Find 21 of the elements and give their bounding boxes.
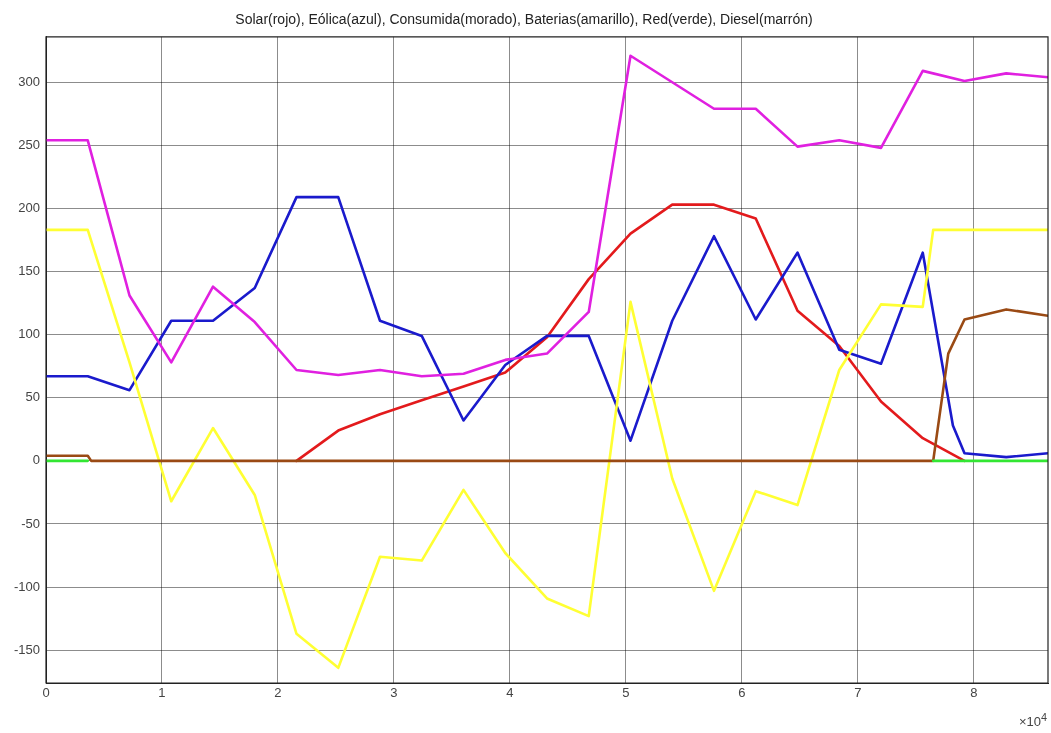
y-tick-label: 300 xyxy=(18,73,40,89)
x-tick-label: 1 xyxy=(158,685,166,701)
x-tick-label: 2 xyxy=(274,685,282,701)
y-tick-label: 200 xyxy=(18,200,40,216)
x-tick-label: 7 xyxy=(854,685,862,701)
y-tick-label: 100 xyxy=(18,326,40,342)
y-tick-label: -50 xyxy=(21,515,40,531)
chart-title: Solar(rojo), Eólica(azul), Consumida(morado), Baterias(amarillo), Red(verde), Diesel(marrón) xyxy=(235,11,813,28)
x-tick-label: 6 xyxy=(738,685,746,701)
x-tick-label: 8 xyxy=(970,685,978,701)
x-tick-label: 5 xyxy=(622,685,630,701)
y-tick-label: 150 xyxy=(18,263,40,279)
y-tick-label: 0 xyxy=(32,452,40,468)
x-tick-label: 4 xyxy=(506,685,514,701)
y-tick-label: 50 xyxy=(25,389,40,405)
y-tick-label: 250 xyxy=(18,136,40,152)
x-tick-label: 3 xyxy=(390,685,398,701)
x-tick-label: 0 xyxy=(42,685,50,701)
text: ×10$^{4}$ xyxy=(1018,710,1047,729)
y-tick-label: -150 xyxy=(13,641,40,657)
y-tick-label: -100 xyxy=(13,578,40,594)
